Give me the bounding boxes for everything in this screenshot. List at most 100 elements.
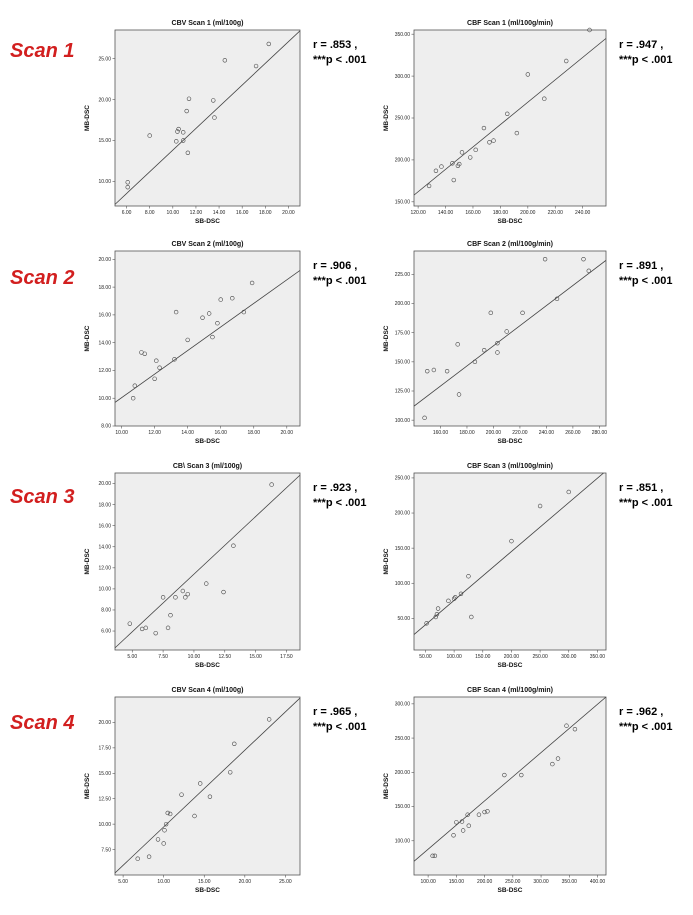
x-tick-label: 140.00 xyxy=(438,210,454,216)
x-tick-label: 150.00 xyxy=(475,654,491,660)
data-point xyxy=(454,820,459,825)
data-point xyxy=(142,351,147,356)
y-axis-label: MB-DSC xyxy=(84,105,91,131)
y-tick-label: 225.00 xyxy=(395,272,411,278)
correlation-r: r = .853 , xyxy=(313,39,357,51)
correlation-r: r = .906 , xyxy=(313,260,357,272)
data-point xyxy=(485,809,490,814)
data-point xyxy=(253,63,259,69)
p-value: ***p < .001 xyxy=(619,275,673,287)
x-tick-label: 20.00 xyxy=(239,879,252,885)
data-point xyxy=(155,837,161,842)
data-point xyxy=(185,337,190,343)
data-point xyxy=(581,256,586,262)
data-point xyxy=(450,161,455,166)
data-point xyxy=(458,591,464,597)
data-point xyxy=(456,392,462,397)
data-point xyxy=(231,543,236,548)
y-tick-label: 7.50 xyxy=(101,847,111,853)
y-tick-label: 20.00 xyxy=(98,97,111,103)
data-point xyxy=(434,611,440,617)
data-point xyxy=(468,155,473,160)
y-tick-label: 250.00 xyxy=(395,116,411,122)
x-tick-label: 400.00 xyxy=(590,879,606,885)
data-point xyxy=(465,812,470,817)
data-point xyxy=(487,140,492,145)
data-point xyxy=(163,821,169,827)
data-point xyxy=(232,741,237,746)
data-point xyxy=(495,340,500,346)
y-tick-label: 18.00 xyxy=(98,285,111,291)
x-axis-label: SB-DSC xyxy=(195,218,220,225)
y-tick-label: 100.00 xyxy=(395,418,411,424)
chart-title: CB\ Scan 3 (ml/100g) xyxy=(173,463,242,470)
data-point xyxy=(469,614,474,620)
data-point xyxy=(525,72,531,77)
data-point xyxy=(455,342,460,347)
data-point xyxy=(204,581,209,586)
chart-title: CBF Scan 3 (ml/100g/min) xyxy=(467,463,553,470)
data-point xyxy=(181,130,186,135)
y-tick-label: 100.00 xyxy=(395,838,411,844)
scan-label-2: Scan 2 xyxy=(10,267,74,289)
data-point xyxy=(587,27,592,33)
x-tick-label: 50.00 xyxy=(419,654,432,660)
data-point xyxy=(125,184,130,190)
data-point xyxy=(451,833,456,838)
p-value: ***p < .001 xyxy=(619,54,673,66)
chart-3: CBV Scan 2 (ml/100g) 10.00 12.00 14.00 16.00… xyxy=(84,241,367,445)
data-point xyxy=(572,726,578,732)
y-tick-label: 125.00 xyxy=(395,389,411,395)
data-point xyxy=(200,315,205,320)
data-point xyxy=(207,794,213,799)
y-tick-label: 150.00 xyxy=(395,200,411,206)
data-point xyxy=(542,96,547,101)
data-point xyxy=(179,792,184,797)
data-point xyxy=(172,357,177,362)
correlation-r: r = .851 , xyxy=(619,482,663,494)
x-axis-label: SB-DSC xyxy=(498,887,523,894)
data-point xyxy=(127,621,133,626)
data-point xyxy=(446,598,451,604)
x-tick-label: 100.00 xyxy=(420,879,436,885)
data-point xyxy=(153,630,158,636)
data-point xyxy=(165,810,170,816)
p-value: ***p < .001 xyxy=(313,54,367,66)
x-tick-label: 12.00 xyxy=(148,430,161,436)
data-point xyxy=(564,723,569,728)
data-point xyxy=(432,853,438,859)
y-tick-label: 6.00 xyxy=(101,629,111,635)
y-tick-label: 350.00 xyxy=(395,32,411,38)
data-point xyxy=(266,41,271,47)
p-value: ***p < .001 xyxy=(619,497,673,509)
y-tick-label: 14.00 xyxy=(98,340,111,346)
data-point xyxy=(491,138,496,143)
correlation-r: r = .891 , xyxy=(619,260,663,272)
data-point xyxy=(197,781,203,786)
y-tick-label: 200.00 xyxy=(395,770,411,776)
x-tick-label: 120.00 xyxy=(410,210,426,216)
scan-label-3: Scan 3 xyxy=(10,486,74,508)
x-tick-label: 18.00 xyxy=(247,430,260,436)
x-tick-label: 300.00 xyxy=(533,879,549,885)
y-tick-label: 300.00 xyxy=(395,74,411,80)
y-axis-label: MB-DSC xyxy=(383,325,390,351)
x-tick-label: 16.00 xyxy=(236,210,249,216)
plot-area xyxy=(413,29,607,207)
x-tick-label: 200.00 xyxy=(520,210,536,216)
data-point xyxy=(173,595,178,600)
x-tick-label: 10.00 xyxy=(188,654,201,660)
data-point xyxy=(135,856,140,861)
regression-line xyxy=(115,30,300,205)
data-point xyxy=(509,538,514,544)
x-tick-label: 14.00 xyxy=(213,210,226,216)
x-axis-label: SB-DSC xyxy=(195,438,220,445)
data-point xyxy=(460,828,466,833)
regression-line xyxy=(414,38,606,196)
y-tick-label: 150.00 xyxy=(395,360,411,366)
y-tick-label: 18.00 xyxy=(98,502,111,508)
scan-label-4: Scan 4 xyxy=(10,712,74,734)
data-point xyxy=(167,811,173,817)
y-tick-label: 16.00 xyxy=(98,313,111,319)
x-tick-label: 240.00 xyxy=(575,210,591,216)
